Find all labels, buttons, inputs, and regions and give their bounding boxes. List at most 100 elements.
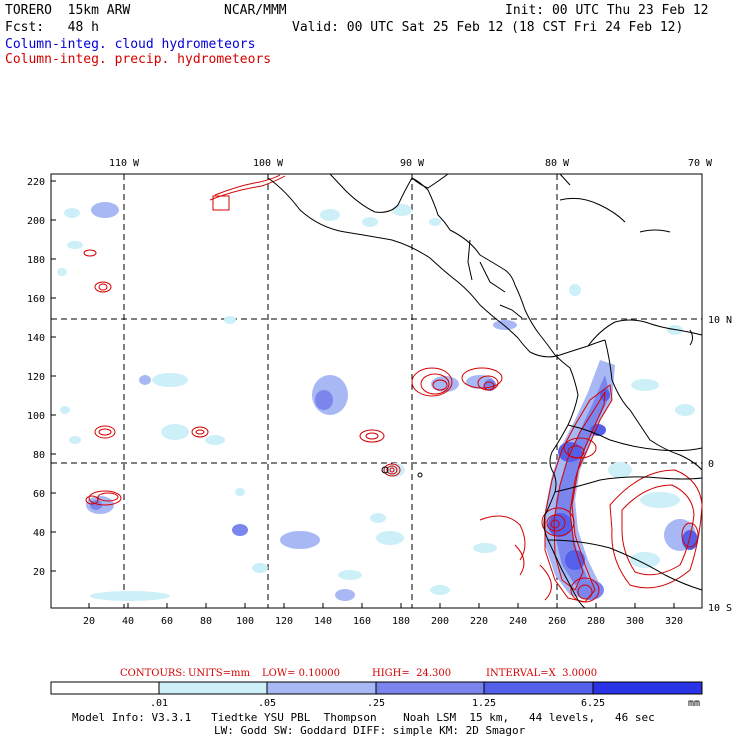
cloud-shade-area xyxy=(67,241,83,249)
x-tick-label: 80 xyxy=(200,616,212,627)
lon-labels: 110 W 100 W 90 W 80 W 70 W xyxy=(109,158,713,169)
forecast-hour: Fcst: 48 h xyxy=(5,20,99,35)
cloud-shade-area xyxy=(205,435,225,445)
colorbar-segment xyxy=(375,681,485,695)
coastline-gulf xyxy=(329,173,516,286)
colorbar-label: .25 xyxy=(367,698,385,709)
coastline-panama xyxy=(529,339,606,358)
y-tick-label: 200 xyxy=(27,216,45,227)
coastline-florida xyxy=(559,173,571,186)
model-info-line1: Model Info: V3.3.1 Tiedtke YSU PBL Thomp… xyxy=(72,711,655,724)
x-tick-label: 280 xyxy=(587,616,605,627)
precip-contour xyxy=(483,381,495,391)
y-tick-label: 160 xyxy=(27,294,45,305)
cloud-shade-area xyxy=(675,404,695,416)
precip-contour xyxy=(98,283,108,291)
cloud-shade-area xyxy=(473,543,497,553)
x-tick-label: 140 xyxy=(314,616,332,627)
lon-label: 100 W xyxy=(253,158,284,169)
precip-contour xyxy=(432,379,448,391)
precip-contour xyxy=(94,281,112,293)
precip-contour xyxy=(577,584,593,600)
cloud-shade-area xyxy=(280,531,320,549)
x-tick-label: 100 xyxy=(236,616,254,627)
precip-contour xyxy=(83,249,97,257)
cloud-shade-area xyxy=(631,379,659,391)
org-label: NCAR/MMM xyxy=(224,3,287,18)
cloud-shade-area xyxy=(569,284,581,296)
cloud-shade-area xyxy=(429,218,441,226)
y-axis-labels: 20 40 60 80 100 120 140 160 180 200 220 xyxy=(27,177,45,578)
contour-interval: INTERVAL=X 3.0000 xyxy=(486,668,598,679)
precip-contour xyxy=(365,432,379,440)
precip-contour xyxy=(514,544,525,576)
lat-label: 0 xyxy=(708,459,714,470)
precip-contour xyxy=(386,465,398,475)
colorbar-label: .01 xyxy=(150,698,168,709)
cloud-shade-area xyxy=(60,406,70,414)
cloud-shade-area xyxy=(315,390,333,410)
lon-label: 70 W xyxy=(688,158,713,169)
border-central-america xyxy=(499,304,523,319)
model-info-line2: LW: Godd SW: Goddard DIFF: simple KM: 2D… xyxy=(214,724,526,737)
cloud-shade-area xyxy=(224,316,236,324)
x-axis xyxy=(88,603,675,608)
cloud-shade-area xyxy=(430,585,450,595)
precip-contour xyxy=(541,507,575,537)
precip-contour xyxy=(567,445,585,459)
precip-contour xyxy=(461,367,503,389)
precip-contour xyxy=(85,495,99,505)
colorbar-segment xyxy=(592,681,703,695)
colorbar xyxy=(50,681,703,695)
precip-contour xyxy=(88,490,122,506)
colorbar-label: 6.25 xyxy=(581,698,605,709)
precip-contour xyxy=(212,195,230,211)
cloud-shade-area xyxy=(64,208,80,218)
cloud-shade-area xyxy=(608,462,632,478)
island-galapagos xyxy=(417,472,423,478)
cloud-shade-area xyxy=(91,202,119,218)
colorbar-label: 1.25 xyxy=(472,698,496,709)
coastline-hispaniola xyxy=(639,229,671,233)
y-tick-label: 140 xyxy=(27,333,45,344)
precip-contour xyxy=(195,429,205,435)
x-tick-label: 260 xyxy=(548,616,566,627)
x-tick-label: 220 xyxy=(470,616,488,627)
lat-labels: 10 N 0 10 S xyxy=(708,315,732,614)
cloud-shade-area xyxy=(90,591,170,601)
cloud-shade-area xyxy=(338,570,362,580)
precip-contour xyxy=(191,426,209,438)
precip-contour xyxy=(97,492,119,502)
y-axis xyxy=(51,180,56,572)
y-tick-label: 80 xyxy=(33,450,45,461)
coastline-yucatan xyxy=(411,173,449,189)
cloud-shade-area xyxy=(252,563,268,573)
cloud-shade-area xyxy=(630,552,660,568)
colorbar-segment xyxy=(50,681,160,695)
contour-units: UNITS=mm xyxy=(188,668,250,679)
colorbar-segment xyxy=(483,681,594,695)
precip-contour xyxy=(479,515,526,561)
precip-contour xyxy=(359,429,385,443)
x-tick-label: 240 xyxy=(509,616,527,627)
border-sa-interior xyxy=(567,424,703,452)
lon-label: 90 W xyxy=(400,158,425,169)
precip-contours xyxy=(83,174,703,603)
precip-contour xyxy=(550,519,560,529)
lat-label: 10 S xyxy=(708,603,732,614)
cloud-shade-area xyxy=(139,375,151,385)
cloud-shade-area xyxy=(565,550,585,570)
colorbar-labels: .01 .05 .25 1.25 6.25 mm xyxy=(150,698,700,709)
border-sa-interior xyxy=(554,476,703,493)
precip-contour xyxy=(209,175,286,201)
cloud-shade-area xyxy=(235,488,245,496)
coastline-cuba xyxy=(559,197,626,223)
precip-contour xyxy=(681,522,699,548)
cloud-shade-area xyxy=(335,589,355,601)
coastline-island xyxy=(689,329,693,346)
x-tick-label: 320 xyxy=(665,616,683,627)
lon-label: 110 W xyxy=(109,158,140,169)
cloud-shade-area xyxy=(376,531,404,545)
island-galapagos xyxy=(381,466,389,474)
precip-contour xyxy=(553,391,606,591)
